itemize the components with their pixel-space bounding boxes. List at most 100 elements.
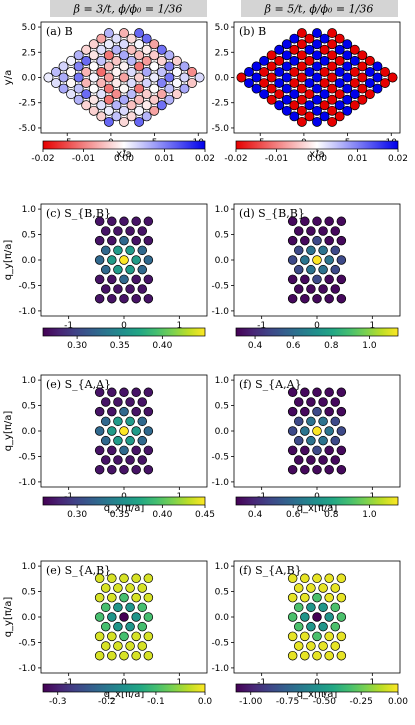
y-tick-label: 1.0 [215, 205, 230, 215]
site-point [149, 105, 160, 116]
colorbar-tick-label: -0.2 [98, 697, 116, 707]
x-tick-label: 0 [314, 678, 320, 688]
site-point [349, 78, 360, 89]
q-point [318, 284, 328, 294]
site-point [119, 83, 129, 94]
q-point [119, 631, 129, 642]
y-tick-label: -0.5 [18, 281, 36, 291]
site-point [274, 44, 285, 55]
colorbar-tick-label: -0.02 [31, 154, 54, 164]
q-point [330, 397, 341, 407]
q-point [143, 406, 154, 417]
site-point [312, 94, 322, 105]
site-point [357, 50, 368, 61]
colorbar-tick-label: -0.02 [224, 154, 247, 164]
site-point [289, 111, 300, 122]
site-point [296, 72, 307, 83]
q-point [100, 641, 111, 651]
site-point [134, 116, 145, 127]
q-point [100, 602, 111, 613]
q-point [312, 387, 322, 398]
site-point [266, 83, 277, 94]
q-point [143, 235, 154, 246]
q-point [131, 387, 141, 398]
q-point [143, 445, 154, 456]
panel-label: (f) S_{A,B} [239, 564, 302, 577]
colorbar-tick-label: 1.0 [362, 510, 377, 520]
site-point [149, 61, 160, 72]
q-point [300, 235, 310, 246]
site-point [58, 61, 69, 72]
site-point [164, 94, 175, 105]
q-point [287, 235, 298, 246]
site-point [156, 100, 167, 111]
q-point [324, 573, 334, 584]
colorbar-tick-label: 0.30 [67, 341, 87, 351]
q-point [137, 602, 148, 613]
q-point [330, 245, 341, 256]
q-point [113, 621, 123, 632]
q-point [143, 293, 154, 304]
q-point [330, 264, 341, 275]
q-point [306, 264, 316, 275]
x-axis-label: q_x[π/a] [104, 503, 145, 514]
q-point [312, 426, 322, 436]
site-point [187, 66, 197, 77]
site-point [179, 83, 190, 94]
q-point [287, 387, 298, 398]
y-tick-label: -5.0 [18, 124, 36, 134]
site-point [296, 83, 307, 94]
q-point [131, 235, 141, 246]
site-point [119, 105, 129, 116]
panel-label: (d) S_{B,B} [239, 207, 305, 220]
q-point [293, 583, 304, 593]
x-axis-label: q_x[π/a] [104, 689, 145, 700]
q-point [293, 284, 304, 294]
site-point [119, 94, 129, 105]
site-point [304, 33, 315, 44]
y-tick-label: -0.5 [18, 452, 36, 462]
site-point [334, 89, 345, 100]
q-point [100, 455, 111, 465]
q-point [293, 602, 304, 613]
site-point [304, 44, 315, 55]
q-point [312, 406, 322, 417]
q-point [125, 264, 135, 275]
site-point [266, 94, 277, 105]
q-point [107, 293, 117, 304]
site-point [364, 66, 375, 77]
site-point [187, 78, 197, 89]
y-tick-label: -1.0 [18, 307, 36, 317]
site-point [357, 83, 368, 94]
header-left: β = 3/t, ϕ/ϕ₀ = 1/36 [50, 0, 207, 17]
q-point [94, 274, 105, 285]
q-point [312, 235, 322, 246]
colorbar-tick-label: -0.75 [276, 697, 299, 707]
site-point [134, 94, 145, 105]
site-point [156, 78, 167, 89]
colorbar-tick-label: -0.50 [313, 697, 337, 707]
q-point [137, 583, 148, 593]
colorbar [235, 327, 399, 337]
site-point [134, 39, 145, 50]
q-point [330, 455, 341, 465]
site-point [103, 116, 114, 127]
site-point [73, 61, 84, 72]
q-point [143, 631, 154, 642]
q-point [119, 464, 129, 475]
q-point [318, 602, 328, 613]
q-point [125, 416, 135, 427]
q-point [125, 397, 135, 407]
q-point [131, 573, 141, 584]
site-point [126, 78, 137, 89]
q-point [125, 284, 135, 294]
site-point [126, 100, 137, 111]
site-point [380, 66, 390, 77]
q-point [324, 255, 334, 265]
q-point [312, 445, 322, 456]
panel-0: -50510-5.0-2.50.02.55.0(a) Bx/ay/a-0.02-… [3, 21, 215, 164]
q-point [119, 406, 129, 417]
site-point [312, 50, 322, 61]
q-point [125, 621, 135, 632]
panel-label: (b) B [239, 25, 266, 38]
